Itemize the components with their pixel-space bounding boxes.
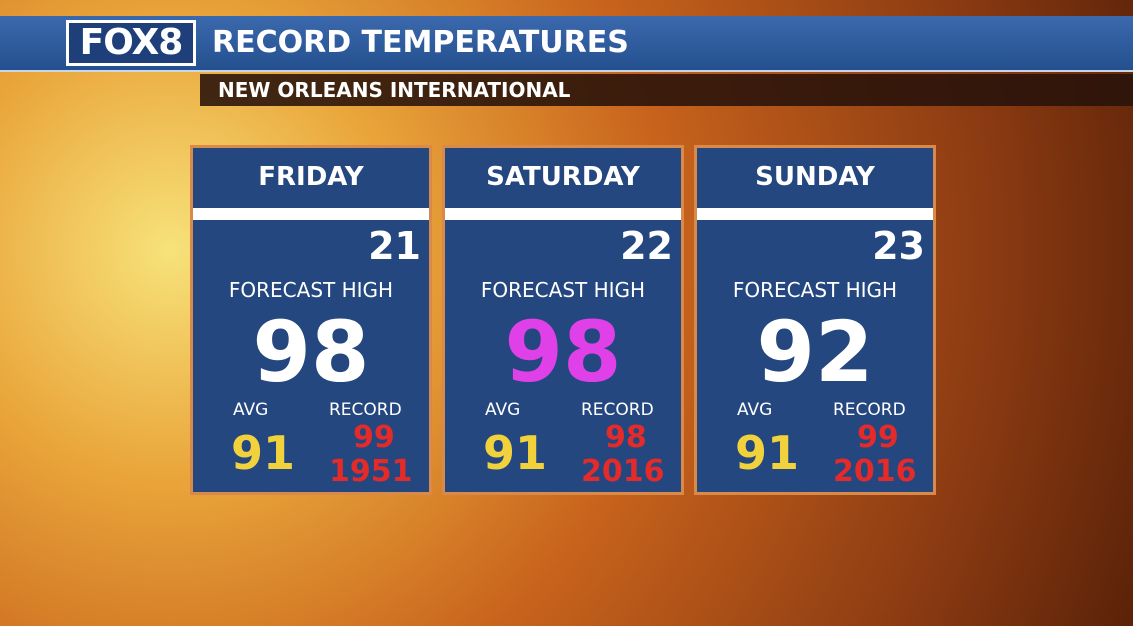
avg-label: AVG: [737, 400, 773, 420]
avg-label: AVG: [233, 400, 269, 420]
subtitle-bar: [200, 74, 1133, 106]
record-year: 2016: [581, 454, 665, 489]
record-year: 1951: [329, 454, 413, 489]
forecast-label: FORECAST HIGH: [228, 278, 394, 302]
logo: FOX8: [66, 20, 196, 66]
record-value: 99: [353, 420, 395, 455]
day-name: FRIDAY: [258, 162, 364, 192]
day-card: SATURDAY 22 FORECAST HIGH 98 AVG 91 RECORD 98 20…: [442, 145, 684, 495]
avg-value: 91: [483, 426, 548, 480]
avg-value: 91: [231, 426, 296, 480]
day-card: SUNDAY 23 FORECAST HIGH 92 AVG 91 RECORD 99 2016: [694, 145, 936, 495]
avg-value: 91: [735, 426, 800, 480]
date: 23: [872, 224, 925, 268]
divider: [697, 208, 933, 220]
forecast-high: 98: [504, 303, 622, 401]
subtitle: NEW ORLEANS INTERNATIONAL: [218, 78, 571, 102]
forecast-label: FORECAST HIGH: [732, 278, 898, 302]
date: 21: [368, 224, 421, 268]
record-year: 2016: [833, 454, 917, 489]
forecast-high: 92: [756, 303, 874, 401]
forecast-high: 98: [252, 303, 370, 401]
forecast-label: FORECAST HIGH: [480, 278, 646, 302]
day-name: SUNDAY: [755, 162, 875, 192]
record-label: RECORD: [581, 400, 654, 420]
divider: [193, 208, 429, 220]
day-name: SATURDAY: [486, 162, 640, 192]
divider: [445, 208, 681, 220]
day-card: FRIDAY 21 FORECAST HIGH 98 AVG 91 RECORD 99 1951: [190, 145, 432, 495]
title: RECORD TEMPERATURES: [212, 25, 629, 60]
record-label: RECORD: [833, 400, 906, 420]
record-value: 99: [857, 420, 899, 455]
avg-label: AVG: [485, 400, 521, 420]
date: 22: [620, 224, 673, 268]
record-label: RECORD: [329, 400, 402, 420]
record-value: 98: [605, 420, 647, 455]
